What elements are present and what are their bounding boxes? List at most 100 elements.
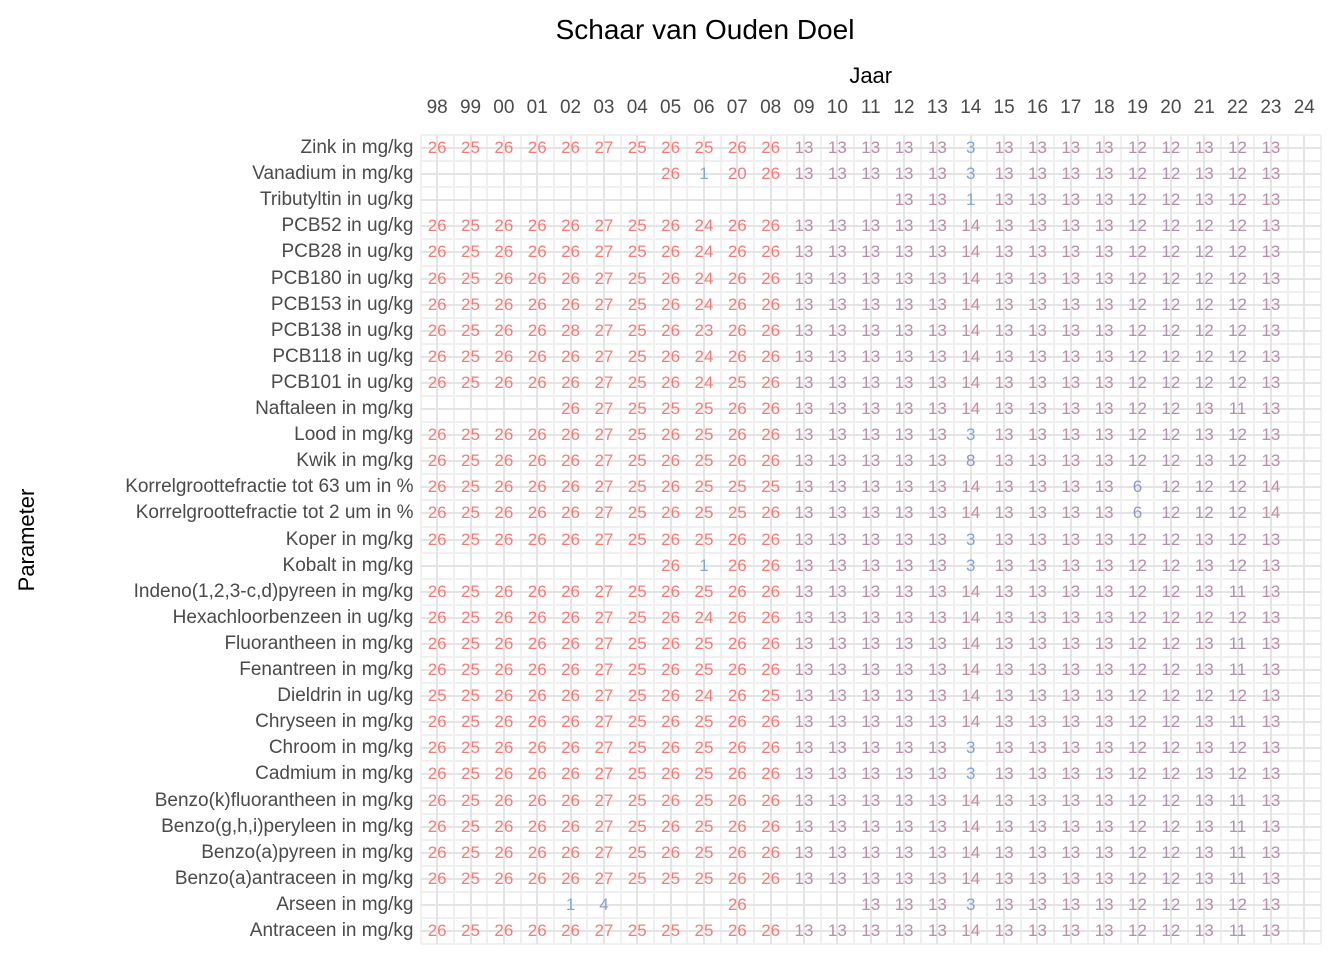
cell-value: 12 xyxy=(1128,346,1147,366)
y-tick-label: Fluorantheen in mg/kg xyxy=(224,632,414,654)
cell-value: 13 xyxy=(794,660,814,680)
cell-value: 1 xyxy=(699,555,709,575)
gridline xyxy=(420,173,1321,176)
cell-value: 13 xyxy=(894,399,914,419)
y-tick-label: PCB180 in ug/kg xyxy=(270,267,414,289)
cell-value: 13 xyxy=(861,633,881,653)
cell-value: 26 xyxy=(761,712,781,732)
cell-value: 25 xyxy=(694,581,714,601)
cell-value: 13 xyxy=(861,921,881,941)
cell-value: 26 xyxy=(661,268,681,288)
cell-value: 12 xyxy=(1161,712,1181,732)
cell-value: 13 xyxy=(927,633,947,653)
cell-value: 27 xyxy=(594,607,614,627)
cell-value: 12 xyxy=(1161,216,1181,236)
cell-value: 13 xyxy=(994,399,1014,419)
cell-value: 13 xyxy=(1094,894,1114,914)
cell-value: 12 xyxy=(1161,581,1181,601)
cell-value: 25 xyxy=(627,712,647,732)
cell-value: 13 xyxy=(1261,216,1281,236)
cell-value: 14 xyxy=(961,216,981,236)
cell-value: 13 xyxy=(827,477,847,497)
cell-value: 13 xyxy=(1261,555,1281,575)
cell-value: 26 xyxy=(561,268,581,288)
cell-value: 25 xyxy=(461,372,480,392)
cell-value: 13 xyxy=(994,555,1014,575)
cell-value: 26 xyxy=(427,138,447,158)
cell-value: 25 xyxy=(627,686,647,706)
cell-value: 13 xyxy=(994,477,1014,497)
cell-value: 13 xyxy=(1094,816,1114,836)
cell-value: 13 xyxy=(994,425,1014,445)
cell-value: 13 xyxy=(1094,425,1114,445)
cell-value: 13 xyxy=(794,686,814,706)
x-tick-label: 06 xyxy=(693,97,715,118)
cell-value: 12 xyxy=(1161,660,1181,680)
cell-value: 13 xyxy=(894,477,914,497)
cell-value: 26 xyxy=(761,816,781,836)
gridline xyxy=(1319,135,1322,945)
cell-value: 13 xyxy=(1061,921,1081,941)
cell-value: 4 xyxy=(599,894,609,914)
cell-value: 13 xyxy=(1094,581,1114,601)
cell-value: 13 xyxy=(1194,816,1214,836)
cell-value: 27 xyxy=(594,686,614,706)
x-tick-label: 07 xyxy=(726,97,748,118)
cell-value: 12 xyxy=(1161,764,1181,784)
cell-value: 13 xyxy=(861,164,881,184)
y-tick-label: Cadmium in mg/kg xyxy=(255,763,414,785)
cell-value: 26 xyxy=(727,294,747,314)
cell-value: 13 xyxy=(927,320,947,340)
cell-value: 3 xyxy=(966,164,976,184)
cell-value: 13 xyxy=(1028,633,1047,653)
cell-value: 25 xyxy=(694,477,714,497)
cell-value: 13 xyxy=(1261,451,1281,471)
cell-value: 26 xyxy=(661,346,681,366)
cell-value: 26 xyxy=(527,842,547,862)
cell-value: 25 xyxy=(694,633,714,653)
cell-value: 26 xyxy=(561,738,581,758)
cell-value: 13 xyxy=(1061,216,1081,236)
cell-value: 13 xyxy=(794,633,814,653)
cell-value: 26 xyxy=(661,216,681,236)
cell-value: 26 xyxy=(494,529,514,549)
cell-value: 26 xyxy=(494,607,514,627)
cell-value: 25 xyxy=(694,529,714,549)
cell-value: 13 xyxy=(1194,451,1214,471)
cell-value: 25 xyxy=(627,529,647,549)
cell-value: 26 xyxy=(727,399,747,419)
cell-value: 13 xyxy=(927,346,947,366)
cell-value: 27 xyxy=(594,425,614,445)
y-tick-label: Benzo(a)antraceen in mg/kg xyxy=(174,867,414,889)
cell-value: 25 xyxy=(461,581,480,601)
cell-value: 13 xyxy=(861,138,881,158)
cell-value: 26 xyxy=(561,633,581,653)
cell-value: 13 xyxy=(1261,399,1281,419)
cell-value: 13 xyxy=(827,372,847,392)
cell-value: 13 xyxy=(894,451,914,471)
y-tick-label: Korrelgroottefractie tot 63 um in % xyxy=(125,476,414,498)
gridline xyxy=(420,147,1321,150)
cell-value: 13 xyxy=(794,164,814,184)
cell-value: 13 xyxy=(1094,242,1114,262)
cell-value: 26 xyxy=(661,503,681,523)
cell-value: 12 xyxy=(1228,503,1248,523)
cell-value: 13 xyxy=(827,320,847,340)
cell-value: 27 xyxy=(594,816,614,836)
cell-value: 25 xyxy=(461,816,480,836)
cell-value: 13 xyxy=(1061,633,1081,653)
cell-value: 26 xyxy=(427,503,447,523)
cell-value: 26 xyxy=(561,868,581,888)
cell-value: 26 xyxy=(761,320,781,340)
cell-value: 12 xyxy=(1161,138,1181,158)
gridline xyxy=(420,460,1321,463)
cell-value: 25 xyxy=(694,138,714,158)
cell-value: 27 xyxy=(594,477,614,497)
cell-value: 13 xyxy=(927,399,947,419)
cell-value: 13 xyxy=(1061,372,1081,392)
cell-value: 24 xyxy=(694,607,714,627)
cell-value: 13 xyxy=(827,790,847,810)
cell-value: 13 xyxy=(927,451,947,471)
cell-value: 13 xyxy=(927,555,947,575)
cell-value: 13 xyxy=(1261,425,1281,445)
